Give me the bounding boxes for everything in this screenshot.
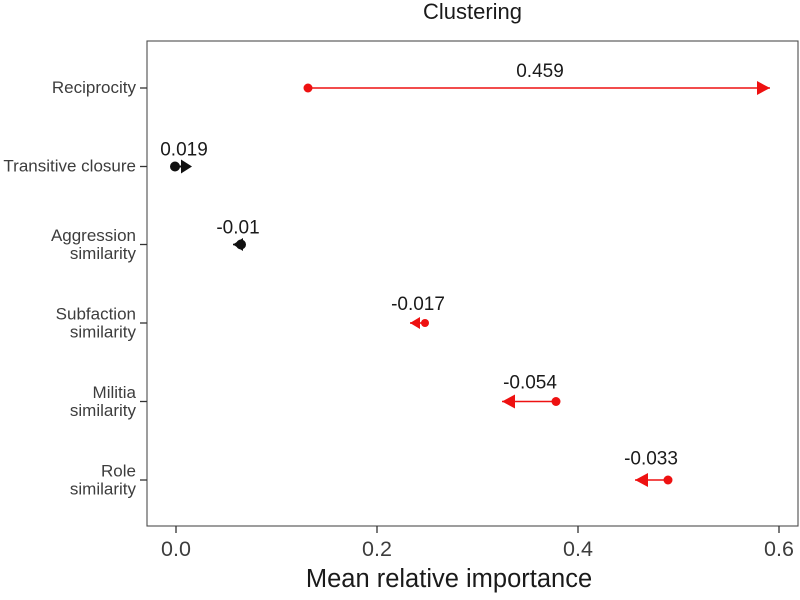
svg-text:-0.01: -0.01 xyxy=(216,218,259,239)
svg-text:Militia: Militia xyxy=(93,383,137,402)
svg-text:-0.033: -0.033 xyxy=(624,449,678,470)
svg-text:Subfaction: Subfaction xyxy=(56,305,136,324)
svg-text:Mean relative importance: Mean relative importance xyxy=(306,565,592,593)
svg-text:0.0: 0.0 xyxy=(161,537,191,561)
svg-text:Role: Role xyxy=(101,462,136,481)
svg-text:similarity: similarity xyxy=(70,480,137,499)
svg-text:-0.017: -0.017 xyxy=(391,294,445,315)
svg-text:similarity: similarity xyxy=(70,401,137,420)
svg-text:similarity: similarity xyxy=(70,323,137,342)
svg-text:0.2: 0.2 xyxy=(362,537,392,561)
svg-text:Aggression: Aggression xyxy=(51,226,136,245)
svg-text:Reciprocity: Reciprocity xyxy=(52,78,137,97)
svg-text:0.6: 0.6 xyxy=(764,537,794,561)
svg-text:0.4: 0.4 xyxy=(563,537,593,561)
svg-text:0.019: 0.019 xyxy=(160,140,208,161)
svg-text:-0.054: -0.054 xyxy=(503,373,557,394)
svg-text:Transitive closure: Transitive closure xyxy=(3,157,136,176)
svg-text:0.459: 0.459 xyxy=(516,61,564,82)
svg-text:similarity: similarity xyxy=(70,244,137,263)
